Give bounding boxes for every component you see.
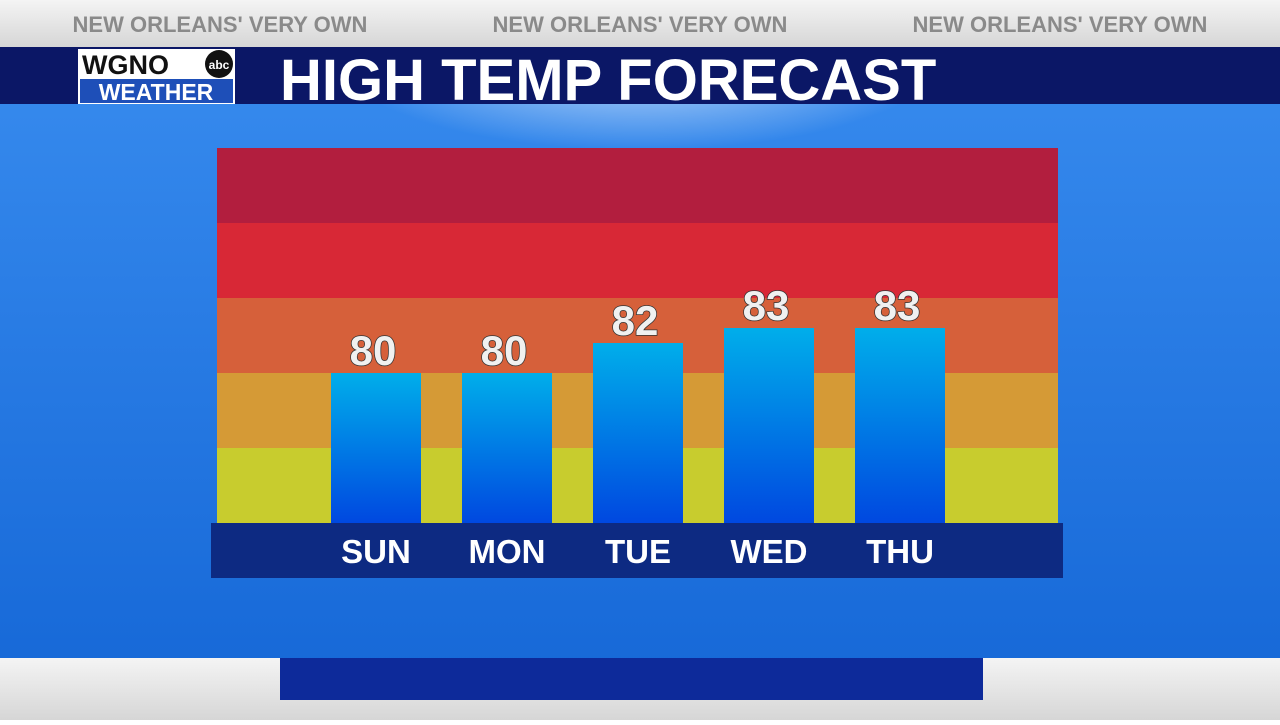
- bar: [331, 373, 421, 523]
- temp-band: [217, 223, 1058, 298]
- value-label: 80: [481, 327, 528, 374]
- value-label: 83: [743, 282, 790, 329]
- bar: [855, 328, 945, 523]
- tagline-strip: [0, 0, 1280, 47]
- value-label: 82: [612, 297, 659, 344]
- bar: [724, 328, 814, 523]
- value-label: 83: [874, 282, 921, 329]
- logo-band: [80, 79, 233, 103]
- x-tick-label: MON: [469, 533, 546, 570]
- logo-circle: [205, 50, 233, 78]
- logo-network: abc: [209, 58, 230, 72]
- day-strip: [211, 523, 1063, 578]
- logo-brand: WEATHER: [99, 79, 214, 105]
- bar: [593, 343, 683, 523]
- chart-title: HIGH TEMP FORECAST: [280, 48, 936, 113]
- tagline: NEW ORLEANS' VERY OWN: [493, 12, 788, 37]
- x-tick-label: TUE: [605, 533, 671, 570]
- tagline: NEW ORLEANS' VERY OWN: [73, 12, 368, 37]
- tagline: NEW ORLEANS' VERY OWN: [913, 12, 1208, 37]
- bar: [462, 373, 552, 523]
- x-tick-label: WED: [731, 533, 808, 570]
- x-tick-label: THU: [866, 533, 934, 570]
- x-tick-label: SUN: [341, 533, 411, 570]
- value-label: 80: [350, 327, 397, 374]
- logo-station: WGNO: [82, 50, 169, 80]
- lower-bar: [280, 658, 983, 700]
- temp-band: [217, 148, 1058, 223]
- plot: 80 SUN 80 MON 82 TUE 83 WED 83 THU: [331, 281, 945, 570]
